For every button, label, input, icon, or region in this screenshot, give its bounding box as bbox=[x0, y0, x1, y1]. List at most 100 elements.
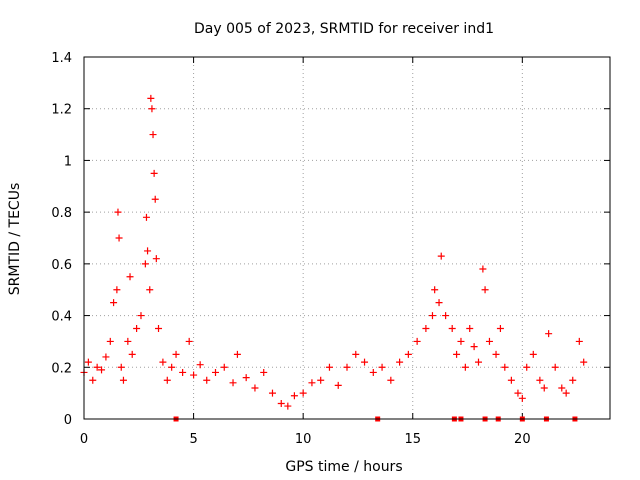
data-point bbox=[551, 363, 559, 371]
data-point bbox=[536, 376, 544, 384]
tick-labels: 0 5 10 15 20 0 0.2 0.4 0.6 0.8 1 1.2 1.4 bbox=[51, 51, 530, 447]
data-point bbox=[203, 376, 211, 384]
x-tick-label: 10 bbox=[295, 432, 312, 447]
y-tick-label: 0.2 bbox=[51, 361, 72, 376]
data-point bbox=[558, 384, 566, 392]
data-point bbox=[93, 363, 101, 371]
data-point bbox=[147, 94, 155, 102]
data-point bbox=[518, 394, 526, 402]
data-point bbox=[172, 350, 180, 358]
data-point bbox=[196, 361, 204, 369]
data-point bbox=[212, 368, 219, 376]
data-point bbox=[523, 363, 531, 371]
data-point bbox=[435, 299, 443, 307]
data-point bbox=[151, 195, 159, 203]
x-tick-label: 5 bbox=[189, 432, 197, 447]
plot-frame bbox=[83, 56, 611, 420]
data-point bbox=[190, 371, 198, 379]
data-point bbox=[110, 299, 118, 307]
y-tick-label: 0.6 bbox=[51, 258, 72, 273]
x-tick-label: 0 bbox=[80, 432, 88, 447]
data-point bbox=[428, 312, 436, 320]
data-point bbox=[150, 169, 158, 177]
data-point bbox=[437, 252, 445, 260]
data-point bbox=[457, 337, 465, 345]
data-point bbox=[114, 208, 122, 216]
y-tick-label: 0 bbox=[64, 413, 72, 428]
data-point bbox=[179, 368, 187, 376]
y-axis-label: SRMTID / TECUs bbox=[7, 183, 23, 296]
data-point bbox=[84, 358, 92, 366]
data-point bbox=[149, 131, 157, 139]
data-point bbox=[448, 325, 456, 332]
data-point bbox=[168, 363, 176, 371]
data-point bbox=[569, 376, 577, 384]
data-point bbox=[268, 389, 276, 397]
data-point bbox=[343, 363, 351, 371]
data-point bbox=[496, 325, 504, 332]
data-point bbox=[148, 105, 156, 113]
data-point bbox=[461, 363, 469, 371]
data-point bbox=[575, 337, 583, 345]
data-point bbox=[142, 213, 150, 221]
data-point bbox=[481, 286, 489, 294]
data-point bbox=[514, 389, 522, 397]
data-point bbox=[396, 358, 404, 366]
data-point bbox=[185, 337, 193, 345]
data-point bbox=[334, 381, 342, 389]
data-point bbox=[102, 353, 110, 361]
data-point bbox=[113, 286, 121, 294]
data-point bbox=[141, 260, 149, 268]
data-point bbox=[133, 325, 141, 332]
x-tick-label: 20 bbox=[514, 432, 531, 447]
data-point bbox=[115, 234, 123, 242]
data-point bbox=[242, 374, 250, 382]
data-point bbox=[163, 376, 171, 384]
data-point bbox=[352, 350, 360, 358]
chart-title: Day 005 of 2023, SRMTID for receiver ind… bbox=[194, 21, 494, 37]
data-point bbox=[545, 330, 553, 338]
data-point bbox=[453, 350, 461, 358]
data-point bbox=[299, 389, 307, 397]
y-tick-label: 0.4 bbox=[51, 310, 72, 325]
data-point bbox=[325, 363, 333, 371]
data-point bbox=[89, 376, 97, 384]
x-tick-label: 15 bbox=[404, 432, 421, 447]
data-point bbox=[308, 379, 316, 387]
data-point bbox=[507, 376, 515, 384]
data-point bbox=[422, 325, 430, 332]
data-point bbox=[485, 337, 493, 345]
data-point bbox=[117, 363, 125, 371]
data-point bbox=[155, 325, 163, 332]
data-point bbox=[475, 358, 482, 366]
data-point bbox=[98, 366, 106, 374]
data-point bbox=[146, 286, 154, 294]
data-point bbox=[126, 273, 134, 281]
data-point bbox=[229, 379, 237, 387]
data-point bbox=[387, 376, 395, 384]
data-point bbox=[562, 389, 570, 397]
x-axis-label: GPS time / hours bbox=[285, 459, 402, 475]
data-points bbox=[80, 94, 588, 410]
data-point bbox=[106, 337, 114, 345]
data-point bbox=[479, 265, 487, 273]
data-point bbox=[501, 363, 509, 371]
data-point bbox=[119, 376, 127, 384]
data-point bbox=[369, 368, 377, 376]
data-point bbox=[470, 343, 478, 351]
data-point bbox=[152, 255, 160, 263]
data-point bbox=[466, 325, 474, 332]
data-point bbox=[137, 312, 145, 320]
data-point bbox=[431, 286, 439, 294]
data-point bbox=[159, 358, 167, 366]
y-tick-label: 1.4 bbox=[51, 51, 72, 66]
data-point bbox=[442, 312, 450, 320]
y-tick-label: 1.2 bbox=[51, 103, 72, 118]
data-point bbox=[317, 376, 325, 384]
data-point bbox=[220, 363, 228, 371]
data-point bbox=[124, 337, 132, 345]
data-point bbox=[361, 358, 369, 366]
data-point bbox=[277, 399, 285, 407]
y-tick-label: 0.8 bbox=[51, 206, 72, 221]
